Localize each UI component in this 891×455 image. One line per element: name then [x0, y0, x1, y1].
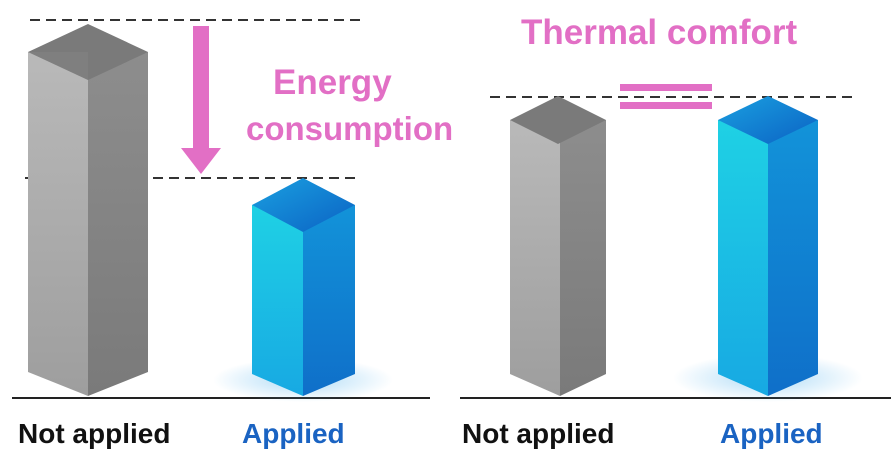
- left-not-applied-bar: [28, 24, 148, 396]
- thermal-comfort-label: Thermal comfort: [521, 13, 798, 52]
- right-not-applied-label: Not applied: [462, 418, 615, 449]
- left-not-applied-label: Not applied: [18, 418, 171, 449]
- left-applied-label: Applied: [242, 418, 345, 449]
- right-applied-label: Applied: [720, 418, 823, 449]
- right-applied-bar: [673, 96, 863, 402]
- reduction-arrow-icon: [181, 26, 221, 174]
- consumption-label: consumption: [246, 110, 454, 147]
- right-not-applied-bar: [510, 96, 606, 396]
- left-applied-bar: [213, 178, 393, 402]
- energy-label: Energy: [273, 63, 392, 102]
- equals-icon: [620, 84, 712, 109]
